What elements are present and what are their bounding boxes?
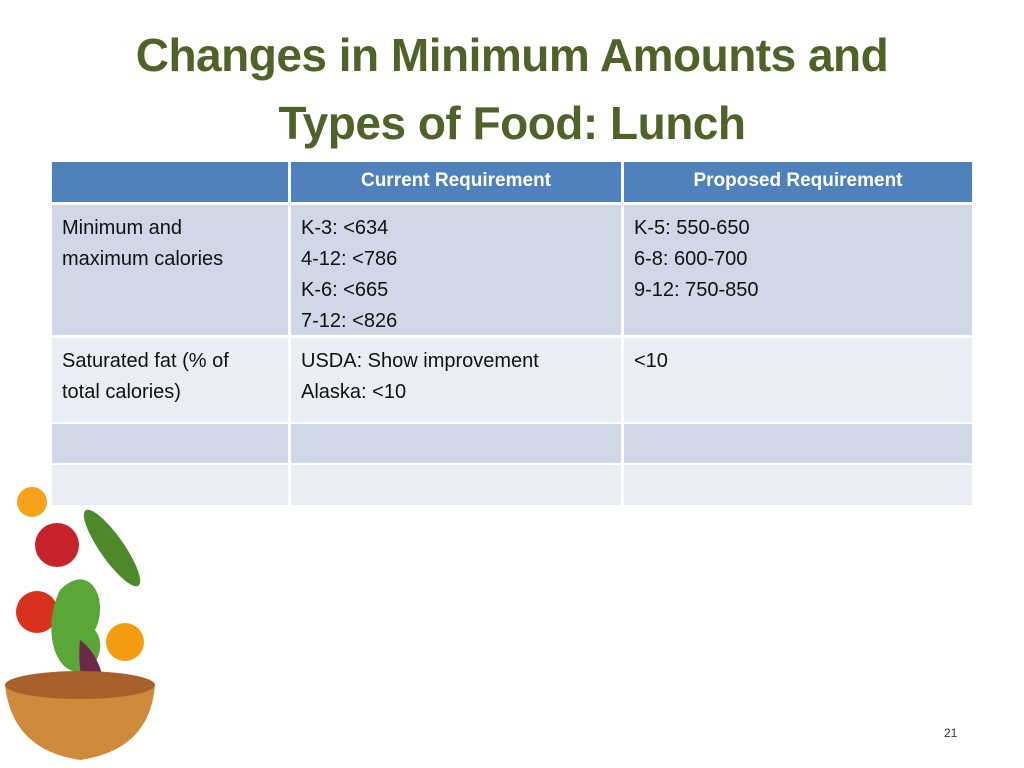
header-cell: Current Requirement <box>291 162 621 202</box>
cell-line: 4-12: <786 <box>301 248 398 270</box>
table-cell: Saturated fat (% of total calories) <box>52 338 288 422</box>
cell-line: 7-12: <826 <box>301 310 398 332</box>
page-number: 21 <box>944 726 958 740</box>
table-cell: K-5: 550-650 6-8: 600-700 9-12: 750-850 <box>624 205 972 335</box>
table-cell: <10 <box>624 338 972 422</box>
cell-line: USDA: Show improvement <box>301 350 539 372</box>
cell-line: maximum calories <box>62 248 224 270</box>
cell-line: 6-8: 600-700 <box>634 248 748 270</box>
salad-illustration <box>5 487 155 760</box>
cell-line: K-5: 550-650 <box>634 217 750 239</box>
cell-line: 9-12: 750-850 <box>634 279 759 301</box>
cell-line: Minimum and <box>62 217 183 239</box>
title-line: Types of Food: Lunch <box>278 97 746 149</box>
header-cell: Proposed Requirement <box>624 162 972 202</box>
table-cell: Minimum and maximum calories <box>52 205 288 335</box>
cucumber <box>83 509 141 587</box>
tomato <box>35 523 79 567</box>
cell-line: <10 <box>634 350 668 372</box>
empty-cell <box>52 424 288 463</box>
bowl-rim <box>5 671 155 699</box>
cell-line: Alaska: <10 <box>301 381 407 403</box>
empty-cell <box>624 465 972 505</box>
empty-cell <box>291 465 621 505</box>
empty-cell <box>624 424 972 463</box>
orange <box>106 623 144 661</box>
table-cell: USDA: Show improvement Alaska: <10 <box>291 338 621 422</box>
cell-line: K-3: <634 <box>301 217 389 239</box>
cell-line: Saturated fat (% of <box>62 350 229 372</box>
empty-cell <box>52 465 288 505</box>
table-cell: K-3: <634 4-12: <786 K-6: <665 7-12: <826 <box>291 205 621 335</box>
tomato <box>16 591 58 633</box>
cell-line: K-6: <665 <box>301 279 389 301</box>
header-cell <box>52 162 288 202</box>
title-line: Changes in Minimum Amounts and <box>135 29 889 81</box>
cell-line: total calories) <box>62 381 181 403</box>
orange <box>17 487 47 517</box>
empty-cell <box>291 424 621 463</box>
